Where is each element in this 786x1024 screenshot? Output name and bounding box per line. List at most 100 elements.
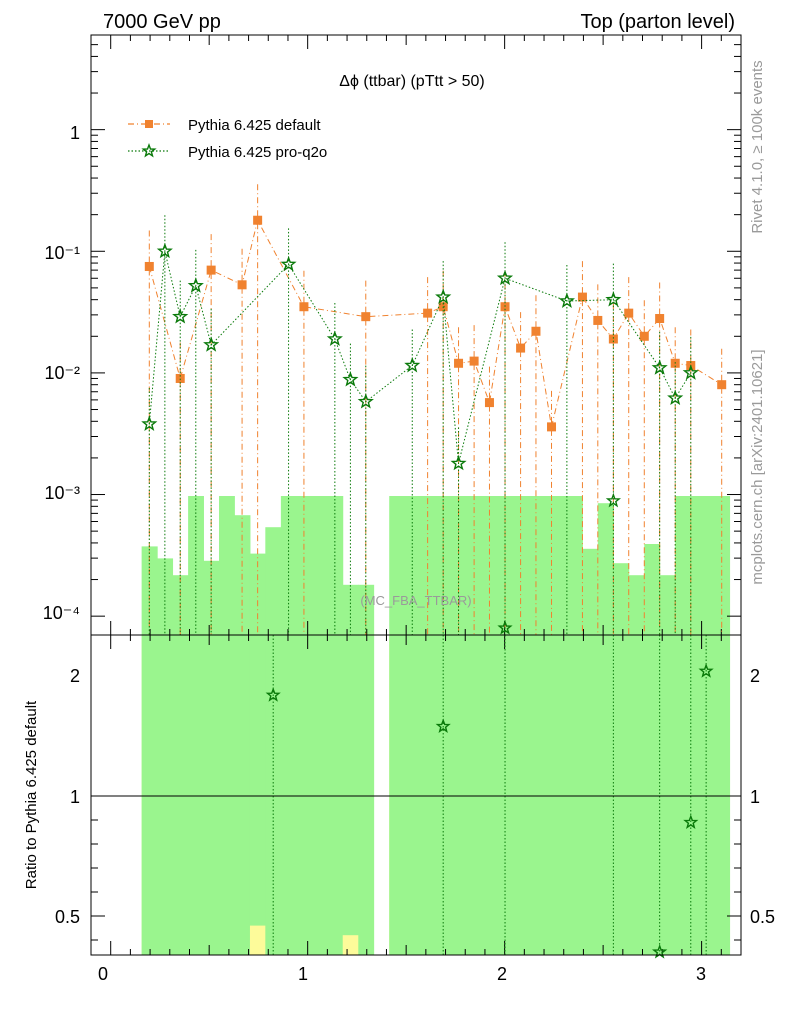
point-0-21 [655, 314, 665, 324]
point-1-14 [605, 291, 622, 307]
ratio-point-6 [698, 663, 714, 678]
ytick-label-1: 1 [70, 123, 80, 143]
legend-default-label: Pythia 6.425 default [188, 117, 321, 134]
point-0-24 [717, 380, 727, 390]
ratio-plot-frame [90, 634, 742, 956]
band-green-bin-22 [675, 496, 731, 955]
point-1-6 [326, 330, 343, 346]
ratio-point-5 [683, 814, 699, 829]
ytick-label-1e-4: 10⁻⁴ [43, 603, 80, 623]
ratio-ylabel: Ratio to Pythia 6.425 default [23, 700, 40, 889]
side-mcplots: mcplots.cern.ch [arXiv:2401.10621] [749, 349, 766, 584]
ratio-ytick-right-0.5: 0.5 [750, 907, 775, 927]
point-1-9 [404, 356, 421, 373]
band-green-bin-5 [219, 496, 235, 955]
band-green-bin-17 [597, 503, 614, 955]
series-line-1 [148, 251, 692, 464]
band-green-bin-12 [327, 496, 344, 955]
point-0-3 [237, 280, 247, 290]
xtick-label-0: 0 [98, 964, 108, 984]
point-0-5 [299, 302, 309, 312]
side-rivet: Rivet 4.1.0, ≥ 100k events [749, 60, 766, 233]
series-line-0 [148, 218, 722, 428]
point-1-11 [450, 455, 467, 471]
point-0-16 [577, 292, 587, 302]
point-1-12 [496, 269, 514, 286]
band-yellow-low-a [249, 925, 266, 955]
ratio-ytick-left-2: 2 [70, 666, 80, 686]
band-green-bin-20 [644, 544, 661, 955]
point-1-7 [342, 371, 359, 387]
ratio-y-labels: 0.5 1 2 0.5 1 2 [55, 666, 775, 927]
point-0-10 [469, 356, 479, 366]
band-green-bin-3 [188, 496, 204, 955]
band-green-bin-11 [311, 496, 328, 955]
xtick-label-2: 2 [497, 964, 507, 984]
ratio-point-1 [435, 718, 451, 733]
ytick-label-1e-3: 10⁻³ [44, 483, 80, 503]
band-green-bin-9 [280, 496, 297, 955]
point-0-7 [423, 308, 433, 318]
point-0-9 [454, 358, 464, 368]
legend-pro-label: Pythia 6.425 pro-q2o [188, 144, 327, 161]
band-green-bin-10 [296, 496, 313, 955]
ratio-point-0 [265, 687, 281, 702]
ratio-ytick-left-0.5: 0.5 [55, 907, 80, 927]
ratio-point-3 [605, 492, 622, 508]
ratio-ytick-right-2: 2 [750, 666, 760, 686]
point-1-17 [667, 389, 684, 406]
point-1-2 [172, 308, 189, 324]
point-1-13 [558, 292, 575, 308]
point-1-5 [280, 255, 297, 272]
band-green-bin-0 [141, 546, 158, 955]
band-green-bin-4 [203, 560, 220, 955]
band-green-bin-1 [157, 558, 174, 955]
point-0-11 [484, 398, 494, 408]
point-1-1 [156, 242, 173, 259]
point-0-0 [144, 261, 154, 271]
point-0-20 [639, 331, 649, 341]
ratio-series-pro-q2o [265, 492, 714, 959]
x-labels: 0 1 2 3 [98, 964, 706, 984]
ratio-point-2 [497, 620, 513, 635]
point-0-13 [516, 343, 526, 353]
point-0-4 [253, 215, 263, 225]
watermark: (MC_FBA_TTBAR) [360, 593, 471, 608]
point-0-17 [593, 315, 603, 325]
band-green-bin-18 [613, 563, 630, 955]
band-green-bin-2 [172, 575, 189, 955]
band-green-bin-14 [358, 584, 375, 955]
legend: Pythia 6.425 default Pythia 6.425 pro-q2… [128, 117, 327, 161]
header-right: Top (parton level) [580, 11, 735, 33]
main-y-labels: 1 10⁻¹ 10⁻² 10⁻³ 10⁻⁴ [43, 123, 80, 623]
xtick-label-3: 3 [696, 964, 706, 984]
point-0-15 [547, 422, 557, 432]
xtick-label-1: 1 [298, 964, 308, 984]
band-green-bin-21 [659, 575, 676, 955]
series-pythia-pro-q2o [141, 215, 699, 635]
band-green-bin-19 [628, 575, 645, 955]
point-1-16 [682, 364, 699, 380]
plot-title: Δϕ (ttbar) (pTtt > 50) [339, 73, 484, 90]
band-green-bin-6 [234, 515, 251, 955]
header-left: 7000 GeV pp [103, 11, 221, 33]
point-1-15 [651, 359, 668, 375]
point-1-8 [357, 393, 374, 409]
point-1-0 [141, 415, 158, 431]
point-0-1 [175, 373, 185, 383]
ratio-ytick-right-1: 1 [750, 787, 760, 807]
point-0-14 [531, 326, 541, 336]
band-green-bin-16 [582, 548, 599, 955]
band-green-bin-7 [249, 553, 266, 955]
ratio-ytick-left-1: 1 [70, 787, 80, 807]
point-0-6 [361, 312, 371, 322]
ytick-label-1e-2: 10⁻² [44, 363, 80, 383]
point-0-19 [624, 308, 634, 318]
legend-default-marker [145, 120, 153, 128]
point-0-2 [206, 265, 216, 275]
point-1-3 [187, 277, 204, 293]
point-1-10 [435, 288, 452, 305]
point-1-4 [203, 336, 220, 352]
ytick-label-1e-1: 10⁻¹ [44, 243, 80, 263]
